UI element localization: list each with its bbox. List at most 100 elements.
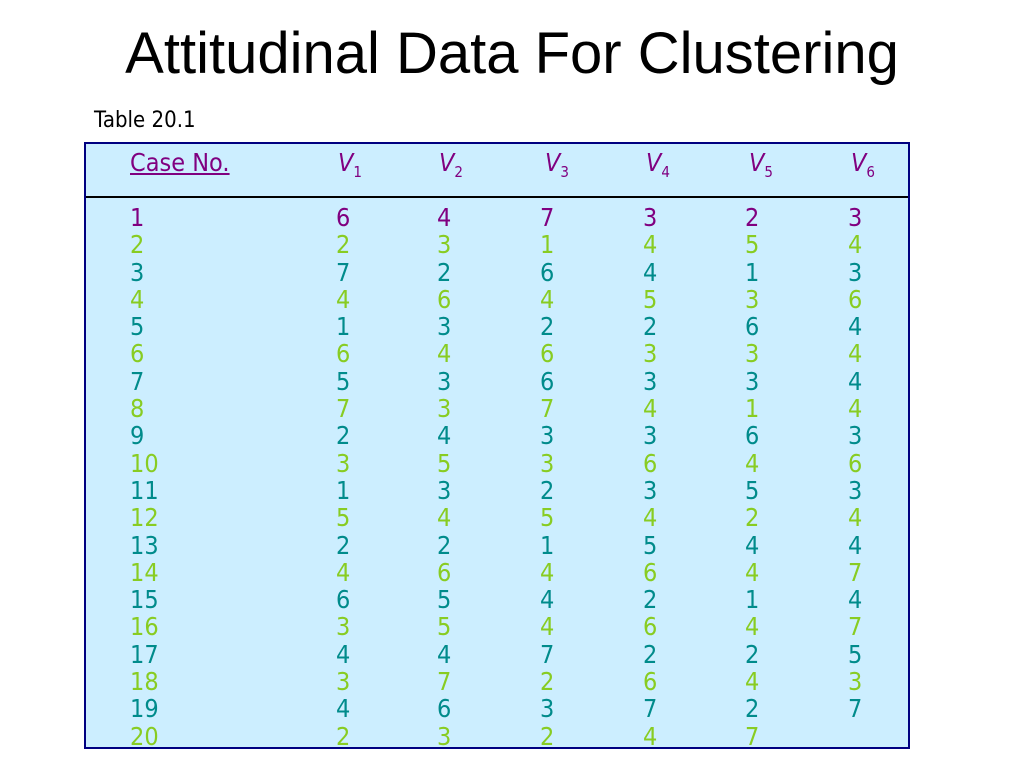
case-number-cell: 7 [130,366,145,396]
v4-cell: 6 [643,448,658,478]
case-number-cell: 17 [130,639,159,669]
table-row: 8 7 3 7 4 1 4 [86,395,908,422]
v3-cell: 4 [540,284,555,314]
v3-cell: 4 [540,557,555,587]
v6-cell: 3 [848,257,863,287]
v4-cell: 5 [643,530,658,560]
v2-cell: 3 [437,721,452,751]
table-row: 18 3 7 2 6 4 3 [86,668,908,695]
v1-cell: 2 [336,721,351,751]
v2-cell: 3 [437,475,452,505]
v3-cell: 3 [540,694,555,724]
v6-cell: 4 [848,394,863,424]
v2-cell: 3 [437,366,452,396]
table-row: 11 1 3 2 3 5 3 [86,477,908,504]
v5-cell: 4 [745,612,760,642]
v4-cell: 4 [643,721,658,751]
v4-cell: 2 [643,312,658,342]
table-row: 3 7 2 6 4 1 3 [86,259,908,286]
header-divider [86,196,908,198]
v1-cell: 6 [336,585,351,615]
v1-cell: 7 [336,394,351,424]
case-number-cell: 8 [130,394,145,424]
header-v1: V1 [338,148,362,181]
v4-cell: 2 [643,585,658,615]
table-row: 20 2 3 2 4 7 [86,723,908,750]
v5-cell: 6 [745,421,760,451]
v3-cell: 6 [540,366,555,396]
v3-cell: 3 [540,448,555,478]
v1-cell: 5 [336,503,351,533]
v6-cell: 3 [848,667,863,697]
v1-cell: 2 [336,530,351,560]
v5-cell: 4 [745,557,760,587]
case-number-cell: 12 [130,503,159,533]
header-v6: V6 [851,148,875,181]
v4-cell: 6 [643,667,658,697]
header-v4: V4 [646,148,670,181]
v2-cell: 5 [437,448,452,478]
table-row: 17 4 4 7 2 2 5 [86,641,908,668]
v4-cell: 3 [643,339,658,369]
v2-cell: 3 [437,394,452,424]
v3-cell: 4 [540,612,555,642]
header-v5: V5 [749,148,773,181]
table-row: 19 4 6 3 7 2 7 [86,695,908,722]
table-row: 6 6 4 6 3 3 4 [86,340,908,367]
v4-cell: 7 [643,694,658,724]
v6-cell: 5 [848,639,863,669]
v6-cell: 3 [848,475,863,505]
v3-cell: 2 [540,312,555,342]
table-row: 2 2 3 1 4 5 4 [86,231,908,258]
v5-cell: 4 [745,530,760,560]
v4-cell: 6 [643,612,658,642]
v4-cell: 3 [643,203,658,232]
v2-cell: 2 [437,257,452,287]
table-row: 5 1 3 2 2 6 4 [86,313,908,340]
table-row: 13 2 2 1 5 4 4 [86,532,908,559]
v3-cell: 2 [540,475,555,505]
v2-cell: 4 [437,503,452,533]
table-row: 10 3 5 3 6 4 6 [86,450,908,477]
v1-cell: 5 [336,366,351,396]
v1-cell: 2 [336,421,351,451]
v1-cell: 2 [336,230,351,260]
v5-cell: 7 [745,721,760,751]
v3-cell: 7 [540,203,555,232]
v5-cell: 4 [745,448,760,478]
v2-cell: 2 [437,530,452,560]
case-number-cell: 14 [130,557,159,587]
v1-cell: 3 [336,612,351,642]
v1-cell: 1 [336,475,351,505]
v6-cell: 4 [848,339,863,369]
v5-cell: 2 [745,639,760,669]
case-number-cell: 18 [130,667,159,697]
v4-cell: 5 [643,284,658,314]
case-number-cell: 1 [130,203,145,232]
v6-cell: 3 [848,203,863,232]
v3-cell: 2 [540,721,555,751]
table-caption: Table 20.1 [94,108,196,133]
case-number-cell: 19 [130,694,159,724]
v1-cell: 6 [336,203,351,232]
v3-cell: 6 [540,339,555,369]
v2-cell: 4 [437,421,452,451]
case-number-cell: 15 [130,585,159,615]
v4-cell: 6 [643,557,658,587]
v5-cell: 2 [745,203,760,232]
v6-cell: 7 [848,694,863,724]
v3-cell: 1 [540,230,555,260]
v4-cell: 3 [643,366,658,396]
v6-cell: 4 [848,503,863,533]
case-number-cell: 20 [130,721,159,751]
v1-cell: 3 [336,448,351,478]
v5-cell: 5 [745,230,760,260]
v1-cell: 4 [336,694,351,724]
v6-cell: 4 [848,585,863,615]
v4-cell: 4 [643,257,658,287]
v6-cell: 4 [848,312,863,342]
table-row: 4 4 6 4 5 3 6 [86,286,908,313]
v6-cell: 4 [848,230,863,260]
